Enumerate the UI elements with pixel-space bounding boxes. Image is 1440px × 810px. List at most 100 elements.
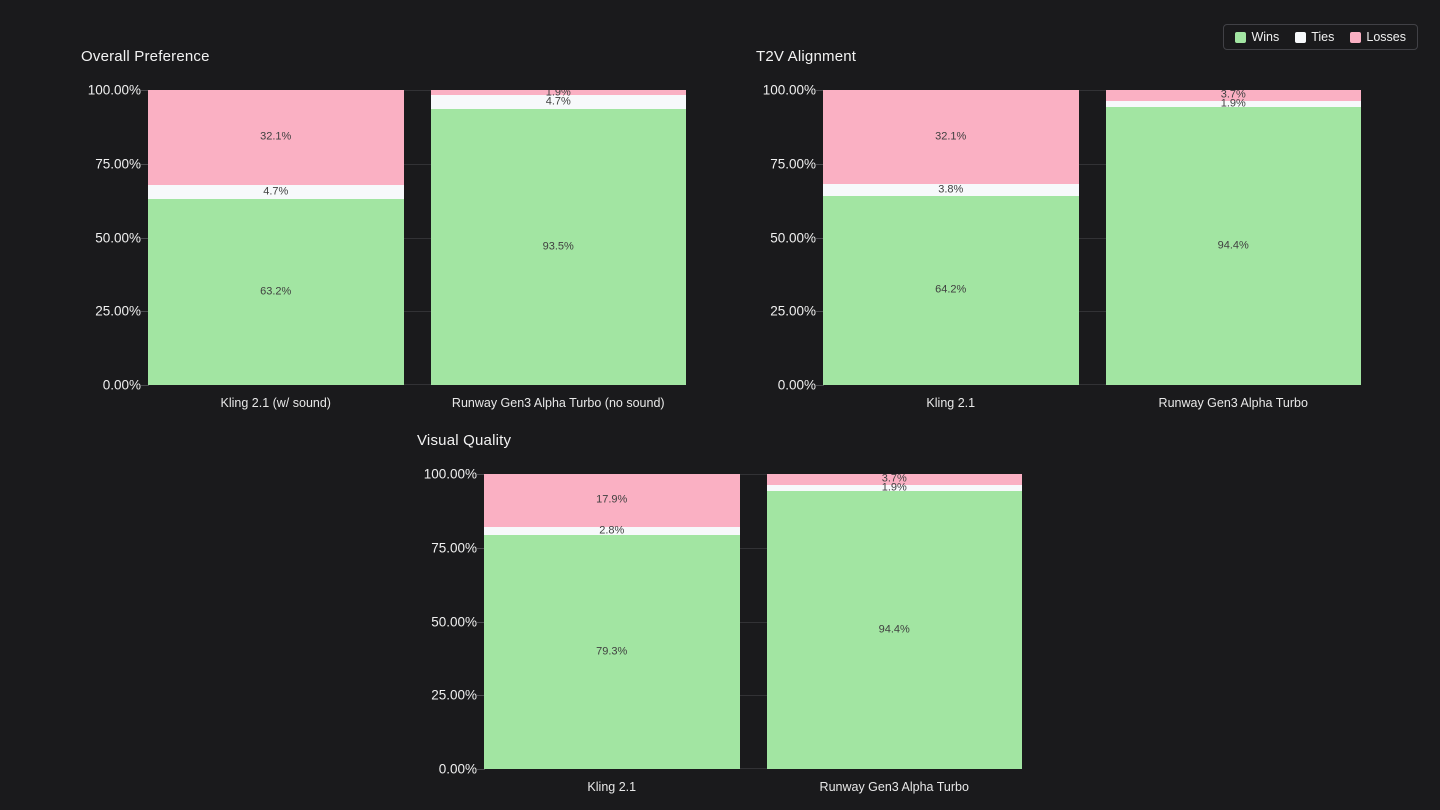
wins-swatch-icon bbox=[1235, 31, 1247, 43]
bar-runway-gen3-alpha-turbo[interactable]: 94.4% 1.9% 3.7% bbox=[766, 474, 1022, 769]
y-tick-mark bbox=[477, 547, 485, 549]
gridline bbox=[823, 311, 1361, 313]
y-axis: 0.00% 25.00% 50.00% 75.00% 100.00% bbox=[417, 467, 485, 777]
gridline bbox=[148, 90, 686, 91]
ties-swatch-icon bbox=[1295, 31, 1307, 43]
y-tick-mark bbox=[816, 163, 824, 165]
y-tick-label: 50.00% bbox=[431, 614, 477, 629]
ties-segment[interactable] bbox=[823, 184, 1079, 196]
y-tick-label: 25.00% bbox=[431, 687, 477, 703]
bars-group: 79.3% 2.8% 17.9% 94.4% 1.9% 3.7% bbox=[484, 474, 1022, 769]
y-tick-label: 50.00% bbox=[770, 230, 816, 245]
legend-item-losses[interactable]: Losses bbox=[1350, 30, 1406, 44]
gridline bbox=[823, 163, 1361, 165]
y-tick-label: 25.00% bbox=[770, 303, 816, 319]
bars-group: 63.2% 4.7% 32.1% 93.5% 4.7% 1.9% bbox=[148, 90, 686, 385]
y-tick-mark bbox=[141, 385, 149, 386]
y-axis: 0.00% 25.00% 50.00% 75.00% 100.00% bbox=[81, 83, 149, 393]
y-tick-label: 25.00% bbox=[95, 303, 141, 319]
y-tick-label: 100.00% bbox=[87, 82, 141, 98]
wins-segment[interactable] bbox=[430, 109, 686, 385]
category-label: Kling 2.1 bbox=[587, 780, 637, 794]
gridline bbox=[484, 695, 1022, 697]
bars-group: 64.2% 3.8% 32.1% 94.4% 1.9% 3.7% bbox=[823, 90, 1361, 385]
gridline bbox=[148, 163, 686, 165]
ties-segment[interactable] bbox=[766, 484, 1022, 491]
wins-segment[interactable] bbox=[148, 198, 404, 385]
gridline bbox=[823, 237, 1361, 239]
y-tick-label: 75.00% bbox=[770, 156, 816, 172]
ties-segment[interactable] bbox=[484, 526, 740, 536]
chart-t2v-alignment: T2V Alignment 0.00% 25.00% 50.00% 75.00% 100… bbox=[756, 48, 1361, 410]
y-tick-label: 100.00% bbox=[762, 82, 816, 98]
y-tick-mark bbox=[141, 90, 149, 91]
y-tick-mark bbox=[477, 621, 485, 623]
gridline bbox=[484, 547, 1022, 549]
x-axis: Kling 2.1 (w/ sound) Runway Gen3 Alpha Tu… bbox=[148, 396, 686, 410]
bar-kling-2-1-w-sound[interactable]: 63.2% 4.7% 32.1% bbox=[148, 90, 404, 385]
legend-item-ties[interactable]: Ties bbox=[1295, 30, 1334, 44]
wins-segment[interactable] bbox=[766, 490, 1022, 769]
y-tick-label: 75.00% bbox=[431, 540, 477, 556]
wins-segment[interactable] bbox=[823, 195, 1079, 385]
chart-title: Visual Quality bbox=[417, 432, 512, 449]
category-label: Runway Gen3 Alpha Turbo bbox=[819, 780, 969, 794]
losses-segment[interactable] bbox=[430, 90, 686, 96]
y-tick-mark bbox=[477, 769, 485, 770]
category-label: Runway Gen3 Alpha Turbo bbox=[1158, 396, 1308, 410]
category-label: Runway Gen3 Alpha Turbo (no sound) bbox=[451, 396, 665, 410]
y-tick-mark bbox=[477, 474, 485, 475]
gridline bbox=[484, 474, 1022, 475]
y-tick-mark bbox=[141, 311, 149, 313]
losses-segment[interactable] bbox=[484, 474, 740, 527]
plot-area: 79.3% 2.8% 17.9% 94.4% 1.9% 3.7% bbox=[484, 474, 1022, 769]
losses-swatch-icon bbox=[1350, 31, 1362, 43]
gridline bbox=[823, 90, 1361, 91]
y-tick-mark bbox=[141, 163, 149, 165]
legend-item-label: Losses bbox=[1366, 30, 1406, 44]
y-tick-label: 0.00% bbox=[102, 377, 141, 393]
x-axis: Kling 2.1 Runway Gen3 Alpha Turbo bbox=[823, 396, 1361, 410]
category-label: Kling 2.1 (w/ sound) bbox=[220, 396, 331, 410]
wins-segment[interactable] bbox=[484, 535, 740, 769]
ties-segment[interactable] bbox=[430, 95, 686, 110]
plot-area: 63.2% 4.7% 32.1% 93.5% 4.7% 1.9% bbox=[148, 90, 686, 385]
losses-segment[interactable] bbox=[823, 90, 1079, 185]
losses-segment[interactable] bbox=[766, 474, 1022, 485]
gridline bbox=[484, 768, 1022, 769]
category-label: Kling 2.1 bbox=[926, 396, 976, 410]
y-tick-label: 50.00% bbox=[95, 230, 141, 245]
ties-segment[interactable] bbox=[1105, 100, 1361, 107]
chart-legend: Wins Ties Losses bbox=[1223, 24, 1418, 50]
y-tick-mark bbox=[477, 695, 485, 697]
chart-title: Overall Preference bbox=[81, 48, 210, 65]
y-axis: 0.00% 25.00% 50.00% 75.00% 100.00% bbox=[756, 83, 824, 393]
legend-item-label: Ties bbox=[1311, 30, 1335, 44]
chart-visual-quality: Visual Quality 0.00% 25.00% 50.00% 75.00% 10… bbox=[417, 432, 1022, 794]
y-tick-mark bbox=[816, 237, 824, 239]
y-tick-mark bbox=[816, 385, 824, 386]
y-tick-label: 100.00% bbox=[423, 466, 477, 482]
losses-segment[interactable] bbox=[1105, 90, 1361, 101]
bar-runway-gen3-alpha-turbo-no-sound[interactable]: 93.5% 4.7% 1.9% bbox=[430, 90, 686, 385]
legend-item-label: Wins bbox=[1251, 30, 1280, 44]
bar-kling-2-1[interactable]: 79.3% 2.8% 17.9% bbox=[484, 474, 740, 769]
y-tick-label: 0.00% bbox=[438, 761, 477, 777]
wins-segment[interactable] bbox=[1105, 106, 1361, 385]
y-tick-mark bbox=[141, 237, 149, 239]
gridline bbox=[148, 237, 686, 239]
y-tick-label: 75.00% bbox=[95, 156, 141, 172]
ties-segment[interactable] bbox=[148, 184, 404, 199]
chart-title: T2V Alignment bbox=[756, 48, 857, 65]
losses-segment[interactable] bbox=[148, 90, 404, 185]
gridline bbox=[148, 311, 686, 313]
legend-item-wins[interactable]: Wins bbox=[1235, 30, 1279, 44]
bar-kling-2-1[interactable]: 64.2% 3.8% 32.1% bbox=[823, 90, 1079, 385]
chart-overall-preference: Overall Preference 0.00% 25.00% 50.00% 75.0… bbox=[81, 48, 686, 410]
gridline bbox=[484, 621, 1022, 623]
plot-area: 64.2% 3.8% 32.1% 94.4% 1.9% 3.7% bbox=[823, 90, 1361, 385]
y-tick-mark bbox=[816, 311, 824, 313]
bar-runway-gen3-alpha-turbo[interactable]: 94.4% 1.9% 3.7% bbox=[1105, 90, 1361, 385]
gridline bbox=[148, 384, 686, 385]
